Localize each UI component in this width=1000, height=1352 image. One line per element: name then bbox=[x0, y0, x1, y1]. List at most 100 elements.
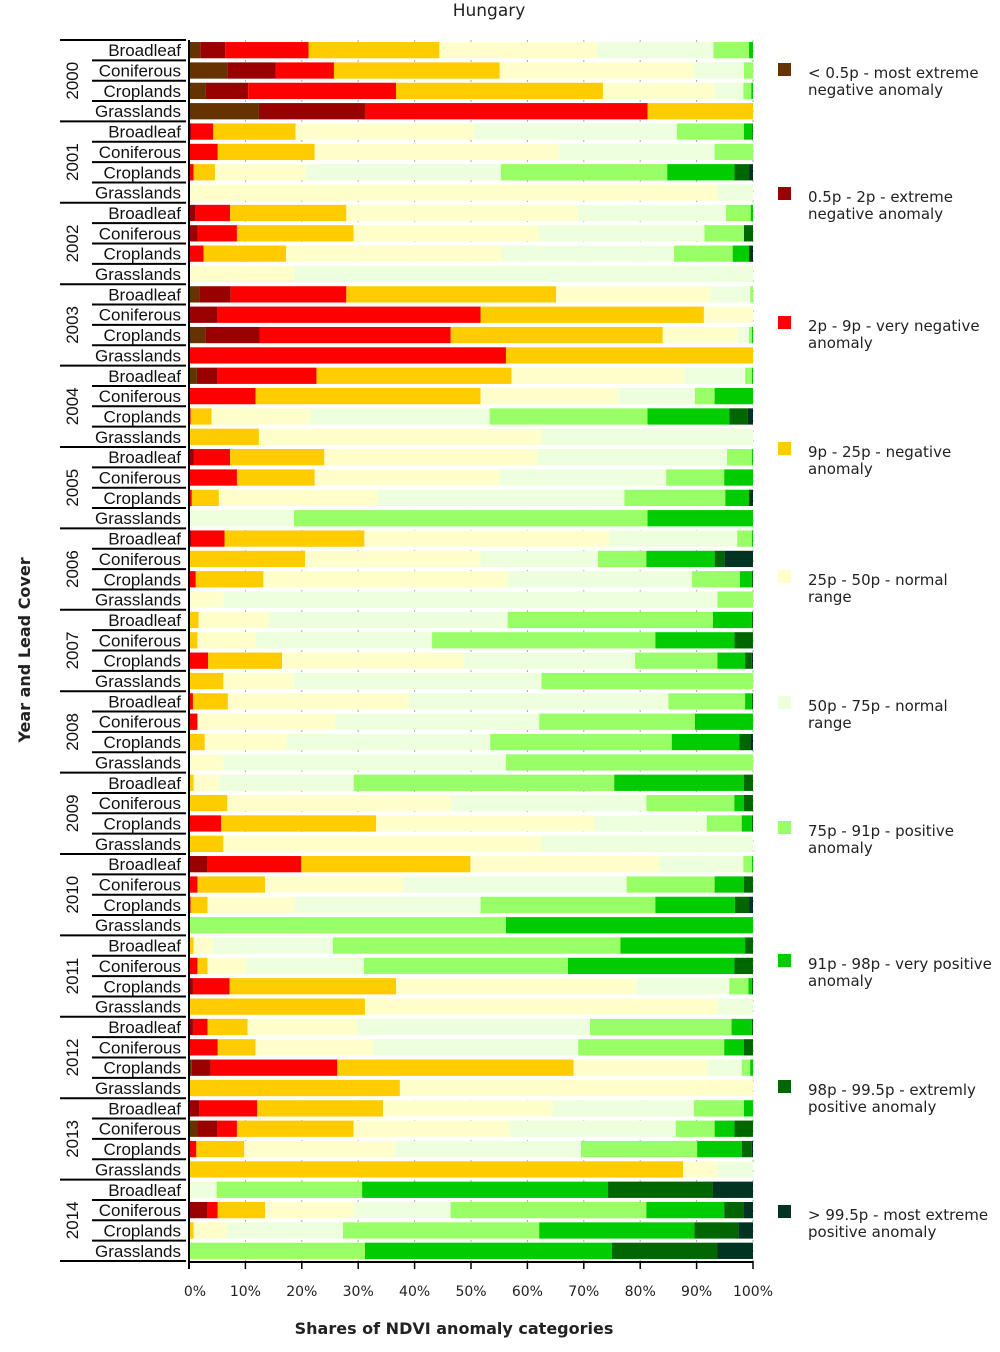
bar-segment bbox=[738, 1222, 753, 1239]
legend-swatch bbox=[778, 442, 791, 455]
bar-segment bbox=[364, 1242, 612, 1259]
bar-segment bbox=[197, 876, 266, 893]
bar-segment bbox=[190, 896, 208, 914]
bar-segment bbox=[712, 1181, 753, 1198]
bar-segment bbox=[362, 1181, 609, 1198]
bar-segment bbox=[189, 1201, 208, 1219]
row-label: Broadleaf bbox=[108, 448, 181, 467]
bar-segment bbox=[541, 835, 753, 852]
bar-segment bbox=[189, 469, 237, 486]
row-label: Croplands bbox=[104, 82, 182, 101]
bar-segment bbox=[258, 428, 542, 445]
bar-segment bbox=[727, 449, 752, 466]
bar-segment bbox=[268, 611, 508, 629]
bar-segment bbox=[749, 164, 753, 181]
legend-label: > 99.5p - most extreme bbox=[808, 1206, 988, 1224]
bar-segment bbox=[724, 1201, 744, 1219]
bar-segment bbox=[716, 184, 753, 201]
row-label: Coniferous bbox=[99, 631, 181, 650]
bar-segment bbox=[439, 42, 597, 59]
bar-segment bbox=[394, 1140, 581, 1158]
bar-segment bbox=[305, 164, 501, 181]
bar-segment bbox=[263, 571, 508, 588]
bar-segment bbox=[647, 510, 753, 527]
bar-segment bbox=[737, 530, 752, 547]
row-label: Croplands bbox=[104, 896, 182, 915]
bar-segment bbox=[197, 632, 257, 649]
bar-segment bbox=[217, 1201, 266, 1219]
bar-segment bbox=[363, 957, 569, 975]
row-label: Coniferous bbox=[99, 306, 181, 325]
bar-segment bbox=[573, 1059, 707, 1076]
bar-segment bbox=[198, 611, 269, 629]
x-axis-title: Shares of NDVI anomaly categories bbox=[295, 1319, 614, 1338]
bar-segment bbox=[751, 82, 753, 100]
bar-segment bbox=[507, 571, 693, 588]
bar-segment bbox=[257, 1100, 384, 1117]
row-label: Coniferous bbox=[99, 876, 181, 895]
bar-segment bbox=[693, 1100, 744, 1117]
bar-segment bbox=[189, 286, 200, 303]
x-tick-label: 90% bbox=[681, 1284, 712, 1300]
bar-segment bbox=[305, 550, 481, 568]
x-tick-label: 10% bbox=[230, 1284, 261, 1300]
y-axis-title: Year and Lead Cover bbox=[15, 557, 34, 743]
bar-segment bbox=[190, 408, 212, 425]
legend-swatch bbox=[778, 570, 791, 583]
legend-label: 0.5p - 2p - extreme bbox=[808, 188, 953, 206]
bar-segment bbox=[217, 367, 317, 384]
bar-segment bbox=[745, 937, 753, 954]
row-label: Coniferous bbox=[99, 224, 181, 243]
bar-segment bbox=[432, 632, 656, 649]
bar-segment bbox=[223, 591, 718, 608]
bar-segment bbox=[282, 652, 465, 669]
bar-segment bbox=[189, 1018, 193, 1036]
bar-segment bbox=[333, 62, 500, 79]
row-label: Grasslands bbox=[95, 265, 181, 284]
bar-segment bbox=[507, 611, 713, 629]
row-label: Coniferous bbox=[99, 713, 181, 732]
year-label: 2011 bbox=[63, 958, 82, 995]
bar-segment bbox=[265, 1201, 355, 1219]
row-label: Grasslands bbox=[95, 916, 181, 935]
bar-segment bbox=[500, 164, 668, 181]
bar-segment bbox=[646, 550, 715, 568]
legend-label: 75p - 91p - positive bbox=[808, 822, 954, 840]
bar-segment bbox=[734, 164, 750, 181]
bar-segment bbox=[714, 876, 744, 893]
bar-segment bbox=[342, 1222, 540, 1239]
bar-segment bbox=[749, 326, 752, 344]
bar-segment bbox=[286, 245, 503, 262]
bar-segment bbox=[335, 713, 540, 730]
bar-segment bbox=[223, 835, 542, 852]
bar-segment bbox=[192, 693, 228, 710]
bar-segment bbox=[737, 326, 750, 344]
bar-segment bbox=[189, 917, 506, 934]
bar-segment bbox=[499, 62, 695, 79]
row-label: Croplands bbox=[104, 407, 182, 426]
bar-segment bbox=[511, 367, 685, 384]
bar-segment bbox=[714, 143, 753, 161]
bar-segment bbox=[717, 591, 753, 608]
row-label: Grasslands bbox=[95, 753, 181, 772]
bar-segment bbox=[724, 1039, 744, 1056]
bar-segment bbox=[205, 326, 260, 344]
bar-segment bbox=[197, 1120, 218, 1137]
legend-label: positive anomaly bbox=[808, 1223, 936, 1241]
bar-segment bbox=[558, 143, 715, 161]
bar-segment bbox=[714, 82, 744, 100]
bar-segment bbox=[556, 286, 711, 303]
bar-segment bbox=[741, 815, 752, 832]
bar-segment bbox=[710, 286, 751, 303]
bar-segment bbox=[717, 1161, 753, 1178]
bar-segment bbox=[750, 286, 753, 303]
bar-segment bbox=[745, 367, 752, 384]
bar-segment bbox=[725, 204, 751, 222]
bar-segment bbox=[675, 1120, 715, 1137]
bar-segment bbox=[217, 1039, 256, 1056]
bar-segment bbox=[751, 652, 753, 669]
row-label: Coniferous bbox=[99, 1038, 181, 1057]
bar-segment bbox=[189, 1059, 192, 1076]
bar-segment bbox=[620, 937, 746, 954]
